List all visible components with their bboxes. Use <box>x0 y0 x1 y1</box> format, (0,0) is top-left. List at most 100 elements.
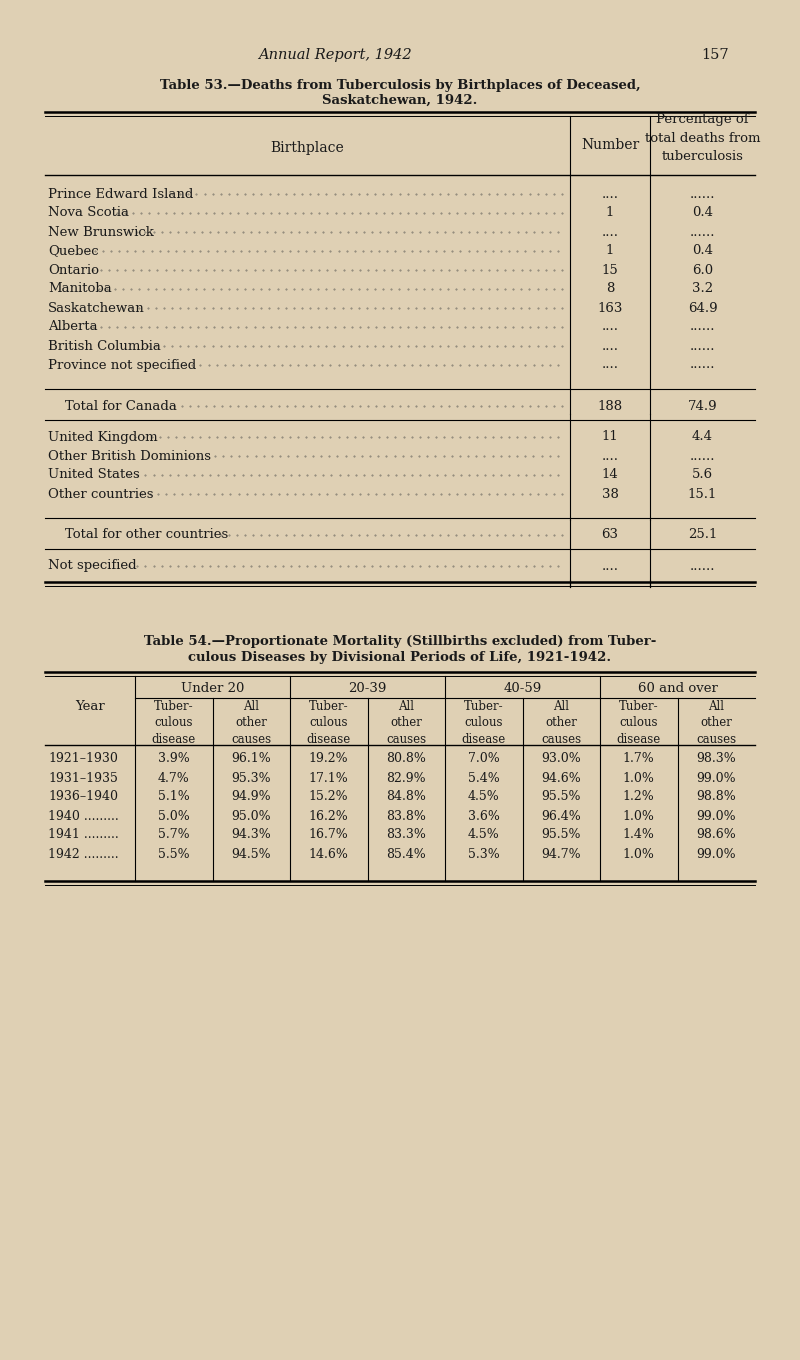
Text: Saskatchewan: Saskatchewan <box>48 302 145 314</box>
Text: 1.0%: 1.0% <box>623 771 654 785</box>
Text: All
other
causes: All other causes <box>696 700 736 747</box>
Text: 163: 163 <box>598 302 622 314</box>
Text: 17.1%: 17.1% <box>309 771 349 785</box>
Text: ....: .... <box>602 188 618 200</box>
Text: 14: 14 <box>602 468 618 481</box>
Text: Alberta: Alberta <box>48 321 98 333</box>
Text: 96.1%: 96.1% <box>231 752 271 766</box>
Text: 93.0%: 93.0% <box>542 752 581 766</box>
Text: ....: .... <box>602 359 618 371</box>
Text: ......: ...... <box>690 559 715 573</box>
Text: 1: 1 <box>606 245 614 257</box>
Text: Percentage of
total deaths from
tuberculosis: Percentage of total deaths from tubercul… <box>645 113 760 162</box>
Text: 1941 .........: 1941 ......... <box>48 828 118 842</box>
Text: Other British Dominions: Other British Dominions <box>48 450 211 462</box>
Text: 1.7%: 1.7% <box>623 752 654 766</box>
Text: ......: ...... <box>690 450 715 462</box>
Text: 98.6%: 98.6% <box>696 828 736 842</box>
Text: 95.0%: 95.0% <box>231 809 271 823</box>
Text: ....: .... <box>602 340 618 352</box>
Text: ....: .... <box>602 226 618 238</box>
Text: 5.7%: 5.7% <box>158 828 190 842</box>
Text: 4.7%: 4.7% <box>158 771 190 785</box>
Text: 19.2%: 19.2% <box>309 752 349 766</box>
Text: 5.3%: 5.3% <box>468 847 500 861</box>
Text: United Kingdom: United Kingdom <box>48 431 158 443</box>
Text: 1940 .........: 1940 ......... <box>48 809 118 823</box>
Text: United States: United States <box>48 468 140 481</box>
Text: Under 20: Under 20 <box>181 681 244 695</box>
Text: 0.4: 0.4 <box>692 245 713 257</box>
Text: ......: ...... <box>690 321 715 333</box>
Text: Saskatchewan, 1942.: Saskatchewan, 1942. <box>322 94 478 106</box>
Text: 5.1%: 5.1% <box>158 790 190 804</box>
Text: Tuber-
culous
disease: Tuber- culous disease <box>152 700 196 747</box>
Text: New Brunswick: New Brunswick <box>48 226 154 238</box>
Text: ......: ...... <box>690 188 715 200</box>
Text: All
other
causes: All other causes <box>541 700 582 747</box>
Text: 5.0%: 5.0% <box>158 809 190 823</box>
Text: 157: 157 <box>701 48 729 63</box>
Text: 99.0%: 99.0% <box>697 847 736 861</box>
Text: 11: 11 <box>602 431 618 443</box>
Text: 99.0%: 99.0% <box>697 771 736 785</box>
Text: 98.3%: 98.3% <box>696 752 736 766</box>
Text: 5.4%: 5.4% <box>468 771 500 785</box>
Text: Tuber-
culous
disease: Tuber- culous disease <box>462 700 506 747</box>
Text: 94.5%: 94.5% <box>231 847 271 861</box>
Text: 95.5%: 95.5% <box>542 790 581 804</box>
Text: ....: .... <box>602 450 618 462</box>
Text: 1931–1935: 1931–1935 <box>48 771 118 785</box>
Text: 3.6%: 3.6% <box>468 809 500 823</box>
Text: 15.1: 15.1 <box>688 487 717 500</box>
Text: 3.2: 3.2 <box>692 283 713 295</box>
Text: Table 53.—Deaths from Tuberculosis by Birthplaces of Deceased,: Table 53.—Deaths from Tuberculosis by Bi… <box>160 79 640 91</box>
Text: All
other
causes: All other causes <box>386 700 426 747</box>
Text: 15: 15 <box>602 264 618 276</box>
Text: 40-59: 40-59 <box>503 681 542 695</box>
Text: 74.9: 74.9 <box>688 400 718 412</box>
Text: 80.8%: 80.8% <box>386 752 426 766</box>
Text: 99.0%: 99.0% <box>697 809 736 823</box>
Text: 1936–1940: 1936–1940 <box>48 790 118 804</box>
Text: Tuber-
culous
disease: Tuber- culous disease <box>306 700 351 747</box>
Text: 60 and over: 60 and over <box>638 681 718 695</box>
Text: 3.9%: 3.9% <box>158 752 190 766</box>
Text: 64.9: 64.9 <box>688 302 718 314</box>
Text: 16.2%: 16.2% <box>309 809 349 823</box>
Text: 1921–1930: 1921–1930 <box>48 752 118 766</box>
Text: 8: 8 <box>606 283 614 295</box>
Text: 85.4%: 85.4% <box>386 847 426 861</box>
Text: 98.8%: 98.8% <box>696 790 736 804</box>
Text: culous Diseases by Divisional Periods of Life, 1921-1942.: culous Diseases by Divisional Periods of… <box>189 650 611 664</box>
Text: 1.2%: 1.2% <box>623 790 654 804</box>
Text: 95.3%: 95.3% <box>231 771 271 785</box>
Text: Not specified: Not specified <box>48 559 137 573</box>
Text: ....: .... <box>602 559 618 573</box>
Text: 0.4: 0.4 <box>692 207 713 219</box>
Text: Annual Report, 1942: Annual Report, 1942 <box>258 48 412 63</box>
Text: Year: Year <box>75 699 105 713</box>
Text: Quebec: Quebec <box>48 245 98 257</box>
Text: ....: .... <box>602 321 618 333</box>
Text: 1: 1 <box>606 207 614 219</box>
Text: 94.9%: 94.9% <box>231 790 271 804</box>
Text: 7.0%: 7.0% <box>468 752 500 766</box>
Text: 5.6: 5.6 <box>692 468 713 481</box>
Text: Ontario: Ontario <box>48 264 99 276</box>
Text: 4.4: 4.4 <box>692 431 713 443</box>
Text: 82.9%: 82.9% <box>386 771 426 785</box>
Text: 16.7%: 16.7% <box>309 828 349 842</box>
Text: All
other
causes: All other causes <box>231 700 271 747</box>
Text: Number: Number <box>581 137 639 152</box>
Text: 84.8%: 84.8% <box>386 790 426 804</box>
Text: 25.1: 25.1 <box>688 529 717 541</box>
Text: ......: ...... <box>690 340 715 352</box>
Text: British Columbia: British Columbia <box>48 340 161 352</box>
Text: Birthplace: Birthplace <box>270 141 344 155</box>
Text: 95.5%: 95.5% <box>542 828 581 842</box>
Text: 6.0: 6.0 <box>692 264 713 276</box>
Text: 38: 38 <box>602 487 618 500</box>
Text: 1.4%: 1.4% <box>623 828 654 842</box>
Text: ......: ...... <box>690 359 715 371</box>
